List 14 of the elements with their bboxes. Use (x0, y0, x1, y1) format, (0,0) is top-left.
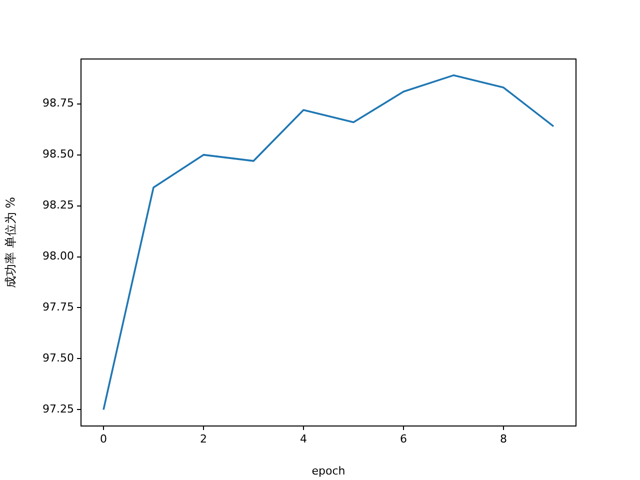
x-tick-label: 2 (200, 432, 207, 446)
x-axis-title: epoch (312, 464, 346, 478)
x-tick-label: 4 (300, 432, 307, 446)
y-tick-label: 98.50 (42, 148, 74, 161)
y-tick-label: 98.75 (42, 96, 74, 110)
x-tick-label: 0 (100, 432, 107, 446)
y-tick-label: 98.25 (42, 198, 74, 212)
x-tick-label: 8 (500, 432, 507, 446)
x-tick-label: 6 (400, 432, 407, 446)
y-axis-title: 成功率 单位为 % (3, 196, 18, 288)
y-tick-label: 97.50 (42, 352, 74, 365)
y-tick-label: 98.00 (42, 250, 74, 263)
y-tick-label: 97.75 (42, 300, 74, 314)
y-tick-label: 97.25 (42, 402, 74, 416)
